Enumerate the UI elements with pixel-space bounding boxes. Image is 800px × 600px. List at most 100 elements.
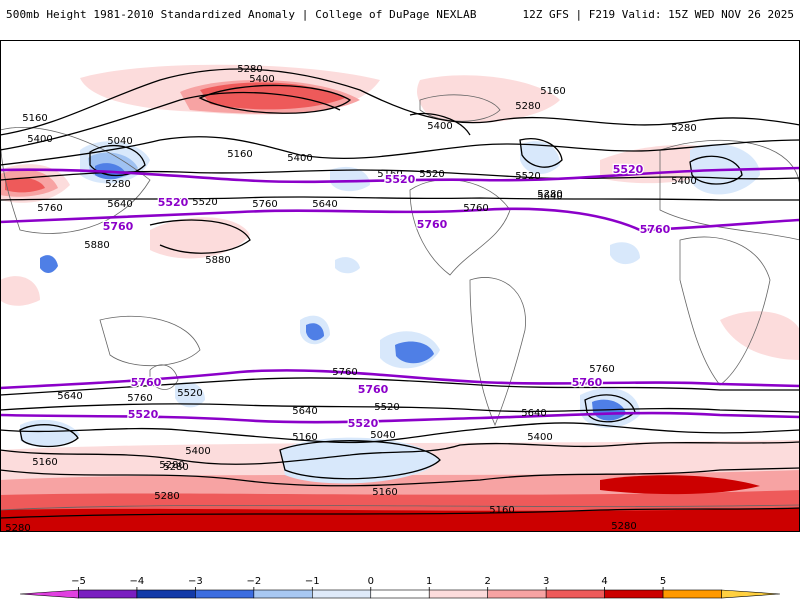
colorbar-segment [487, 589, 547, 599]
contour-label: 5400 [27, 134, 52, 145]
colorbar-tick-label: 4 [601, 576, 607, 587]
coastline [659, 140, 800, 241]
highlight-label: 5520 [348, 417, 379, 430]
contour-label: 5160 [372, 487, 397, 498]
colorbar-tick-label: −4 [130, 576, 145, 587]
anomaly-positive-area [150, 217, 250, 259]
contour-label: 5160 [292, 432, 317, 443]
highlight-5760-south [0, 369, 800, 390]
contour-line [0, 377, 800, 396]
colorbar-tick-label: 0 [368, 576, 374, 587]
contour-label: 5400 [671, 176, 696, 187]
anomaly-positive-area [200, 82, 345, 110]
contour-labels: 5280540051605280516054005040516054005280… [5, 64, 696, 532]
contour-line [0, 169, 800, 181]
contour-label: 5280 [159, 460, 184, 471]
anomaly-positive-area [720, 311, 800, 360]
highlight-label: 5760 [131, 376, 162, 389]
contour-line [0, 403, 800, 413]
highlight-label: 5520 [613, 163, 644, 176]
contour-label: 5640 [57, 391, 82, 402]
colorbar-segment [721, 589, 781, 599]
contour-label: 5160 [22, 113, 47, 124]
contour-line [0, 136, 800, 166]
contour-label: 5760 [332, 367, 357, 378]
anomaly-positive-area [5, 177, 45, 193]
anomaly-negative-area [175, 382, 205, 408]
contour-line [409, 112, 471, 136]
coastline [0, 504, 800, 511]
contour-label: 5280 [671, 123, 696, 134]
highlight-label: 5520 [128, 408, 159, 421]
contour-line [0, 422, 800, 444]
map-title: 500mb Height 1981-2010 Standardized Anom… [6, 8, 477, 21]
anomaly-negative-area [335, 257, 360, 274]
highlight-label: 5760 [417, 218, 448, 231]
contour-line [519, 138, 563, 168]
contour-label: 5160 [489, 505, 514, 516]
highlight-5520-south [0, 411, 800, 424]
colorbar-tick-label: −1 [305, 576, 320, 587]
contour-label: 5520 [192, 197, 217, 208]
contour-label: 5280 [611, 521, 636, 532]
colorbar-segment [312, 589, 372, 599]
contour-line [0, 91, 341, 151]
contour-label: 5400 [427, 121, 452, 132]
highlight-label: 5760 [572, 376, 603, 389]
height-contours [0, 68, 800, 519]
colorbar-segment [195, 589, 255, 599]
colorbar-tick-label: −5 [71, 576, 86, 587]
anomaly-positive-area [0, 276, 40, 306]
colorbar-segment [19, 589, 79, 599]
colorbar-tick-label: −2 [246, 576, 261, 587]
colorbar-segment [428, 589, 488, 599]
colorbar-tick-label: 1 [426, 576, 432, 587]
contour-label: 5760 [37, 203, 62, 214]
contour-line [0, 68, 800, 136]
contour-line [0, 196, 800, 201]
anomaly-positive-area [0, 508, 800, 532]
contour-label: 5880 [84, 240, 109, 251]
contour-line [149, 219, 251, 254]
contour-label: 5520 [419, 169, 444, 180]
contour-label: 5040 [107, 136, 132, 147]
anomaly-positive-area [417, 75, 560, 124]
anomaly-negative-area [40, 255, 58, 273]
contour-line [19, 424, 79, 448]
contour-label: 5520 [374, 402, 399, 413]
contour-label: 5160 [377, 169, 402, 180]
contour-line [0, 507, 800, 519]
highlight-contours [0, 166, 800, 424]
contour-label: 5640 [312, 199, 337, 210]
contour-label: 5280 [105, 179, 130, 190]
anomaly-negative-area [330, 166, 370, 192]
contour-line [0, 467, 800, 487]
contour-line [689, 155, 743, 185]
highlight-label: 5520 [158, 196, 189, 209]
highlight-label: 5760 [358, 383, 389, 396]
colorbar-segment [253, 589, 313, 599]
contour-label: 5640 [107, 199, 132, 210]
highlight-5760-north [0, 207, 800, 232]
contour-line [0, 441, 800, 465]
coastline [469, 277, 526, 427]
contour-label: 5520 [515, 171, 540, 182]
coastline [419, 94, 501, 122]
colorbar-ticks: −5 −4 −3 −2 −1 0 1 2 3 4 5 [71, 576, 666, 590]
contour-label: 5640 [537, 191, 562, 202]
colorbar-tick-label: −3 [188, 576, 203, 587]
colorbar-tick-label: 3 [543, 576, 549, 587]
contour-label: 5400 [185, 446, 210, 457]
contour-label: 5280 [237, 64, 262, 75]
contour-label: 5280 [154, 491, 179, 502]
contour-label: 5280 [537, 189, 562, 200]
model-run-info: 12Z GFS | F219 Valid: 15Z WED NOV 26 202… [522, 8, 794, 21]
colorbar-segment [370, 589, 430, 599]
anomaly-negative-area [280, 437, 440, 484]
colorbar-tick-label: 2 [485, 576, 491, 587]
contour-label: 5640 [292, 406, 317, 417]
contour-label: 5880 [205, 255, 230, 266]
colorbar: −5 −4 −3 −2 −1 0 1 2 3 4 5 [19, 576, 781, 599]
contour-label: 5400 [249, 74, 274, 85]
